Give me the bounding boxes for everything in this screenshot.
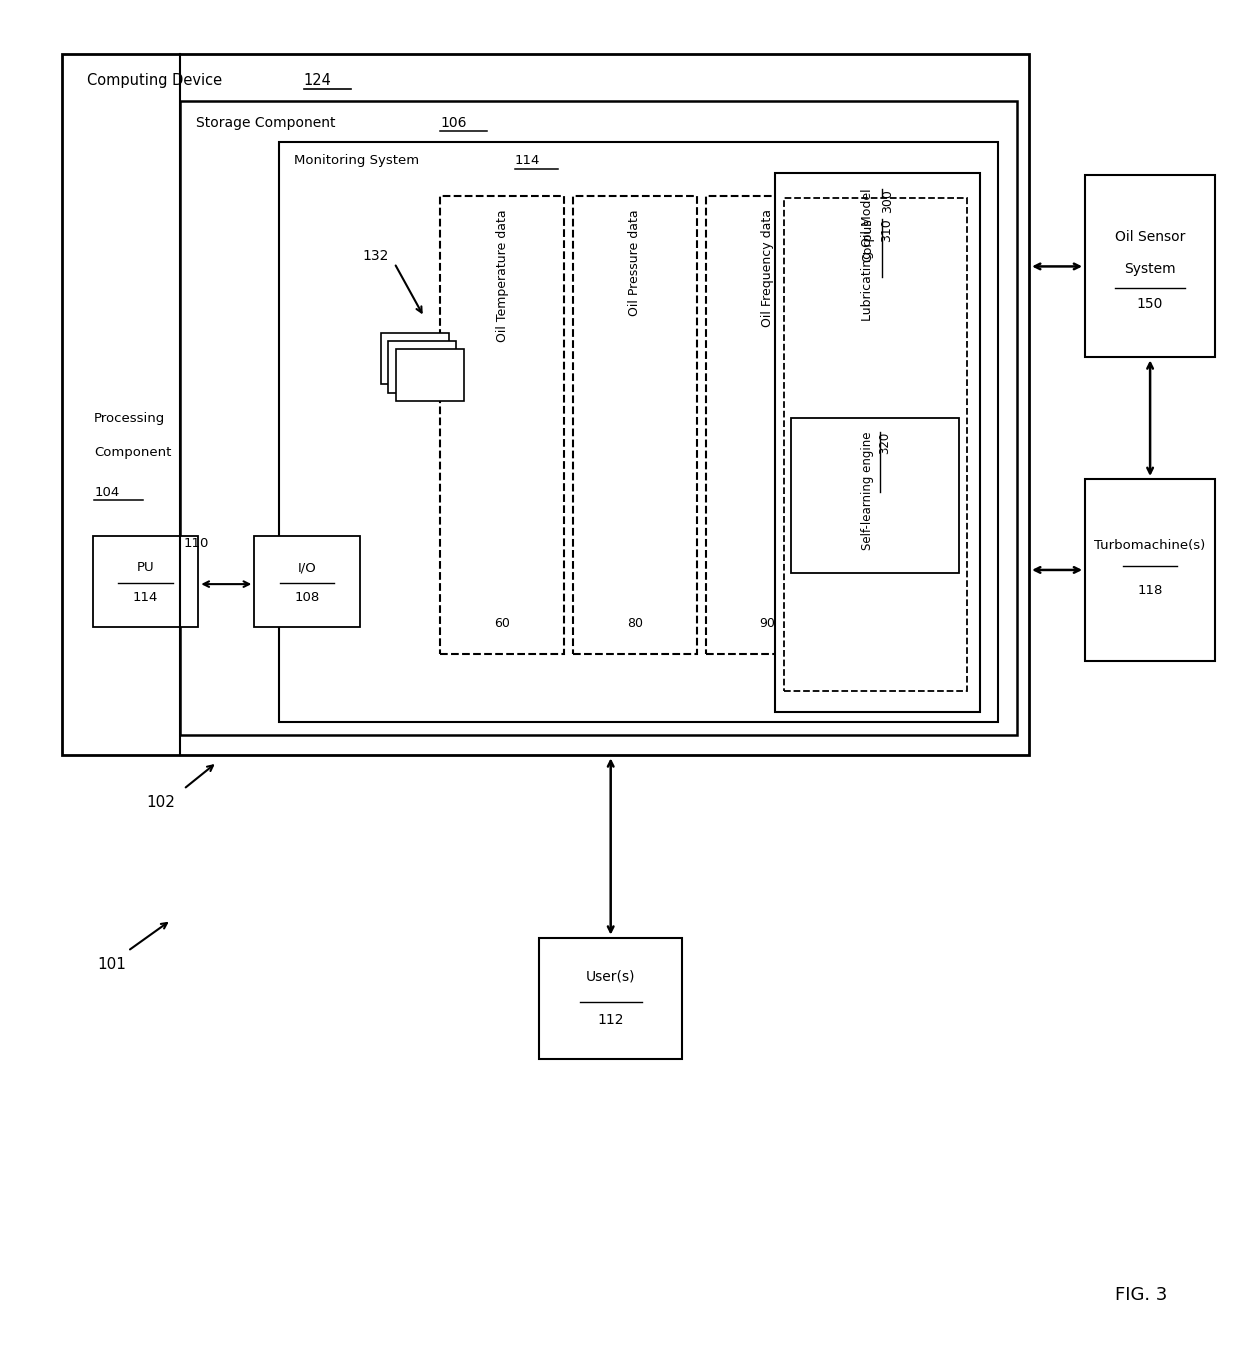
Text: 104: 104	[94, 486, 119, 499]
Text: 300: 300	[880, 189, 894, 213]
FancyBboxPatch shape	[784, 198, 967, 691]
FancyBboxPatch shape	[1085, 479, 1215, 661]
Text: 106: 106	[440, 116, 466, 130]
FancyBboxPatch shape	[440, 196, 564, 654]
Text: 114: 114	[133, 591, 159, 604]
FancyBboxPatch shape	[775, 173, 980, 712]
Text: 124: 124	[304, 73, 331, 88]
Text: Oil Temperature data: Oil Temperature data	[496, 209, 508, 341]
FancyBboxPatch shape	[573, 196, 697, 654]
Text: FIG. 3: FIG. 3	[1115, 1286, 1167, 1304]
Text: 132: 132	[362, 250, 388, 263]
Text: Self-learning engine: Self-learning engine	[861, 432, 874, 550]
Text: 90: 90	[760, 616, 775, 630]
Text: 114: 114	[515, 154, 539, 167]
Text: Computing Device: Computing Device	[87, 73, 222, 88]
FancyBboxPatch shape	[93, 536, 198, 627]
Text: PU: PU	[136, 561, 155, 575]
Text: 101: 101	[97, 956, 126, 973]
Text: Monitoring System: Monitoring System	[294, 154, 419, 167]
Text: Oil Sensor: Oil Sensor	[1115, 229, 1185, 244]
FancyBboxPatch shape	[791, 418, 959, 573]
FancyBboxPatch shape	[180, 101, 1017, 735]
FancyBboxPatch shape	[279, 142, 998, 722]
Text: 110: 110	[184, 537, 208, 550]
Text: Storage Component: Storage Component	[196, 116, 335, 130]
Text: 150: 150	[1137, 297, 1163, 312]
Text: Oil Frequency data: Oil Frequency data	[761, 209, 774, 326]
Text: 320: 320	[878, 432, 892, 453]
FancyBboxPatch shape	[62, 54, 1029, 755]
Text: 80: 80	[627, 616, 642, 630]
FancyBboxPatch shape	[388, 341, 456, 393]
Text: 102: 102	[146, 795, 176, 811]
FancyBboxPatch shape	[396, 349, 464, 401]
Text: System: System	[1125, 262, 1176, 277]
Text: 118: 118	[1137, 584, 1163, 596]
Text: 310: 310	[880, 219, 893, 243]
Text: Lubricating Oil Model: Lubricating Oil Model	[861, 189, 874, 321]
Text: User(s): User(s)	[587, 970, 635, 983]
Text: 112: 112	[598, 1013, 624, 1027]
Text: 108: 108	[294, 591, 320, 604]
Text: 60: 60	[495, 616, 510, 630]
Text: Turbomachine(s): Turbomachine(s)	[1095, 540, 1205, 552]
Text: Processing: Processing	[94, 411, 165, 425]
Text: Component: Component	[94, 445, 171, 459]
Text: Oil Pressure data: Oil Pressure data	[629, 209, 641, 316]
FancyBboxPatch shape	[706, 196, 830, 654]
Text: I/O: I/O	[298, 561, 316, 575]
FancyBboxPatch shape	[381, 333, 449, 384]
FancyBboxPatch shape	[254, 536, 360, 627]
FancyBboxPatch shape	[539, 938, 682, 1059]
Text: Corpus: Corpus	[862, 219, 874, 262]
FancyBboxPatch shape	[1085, 175, 1215, 357]
